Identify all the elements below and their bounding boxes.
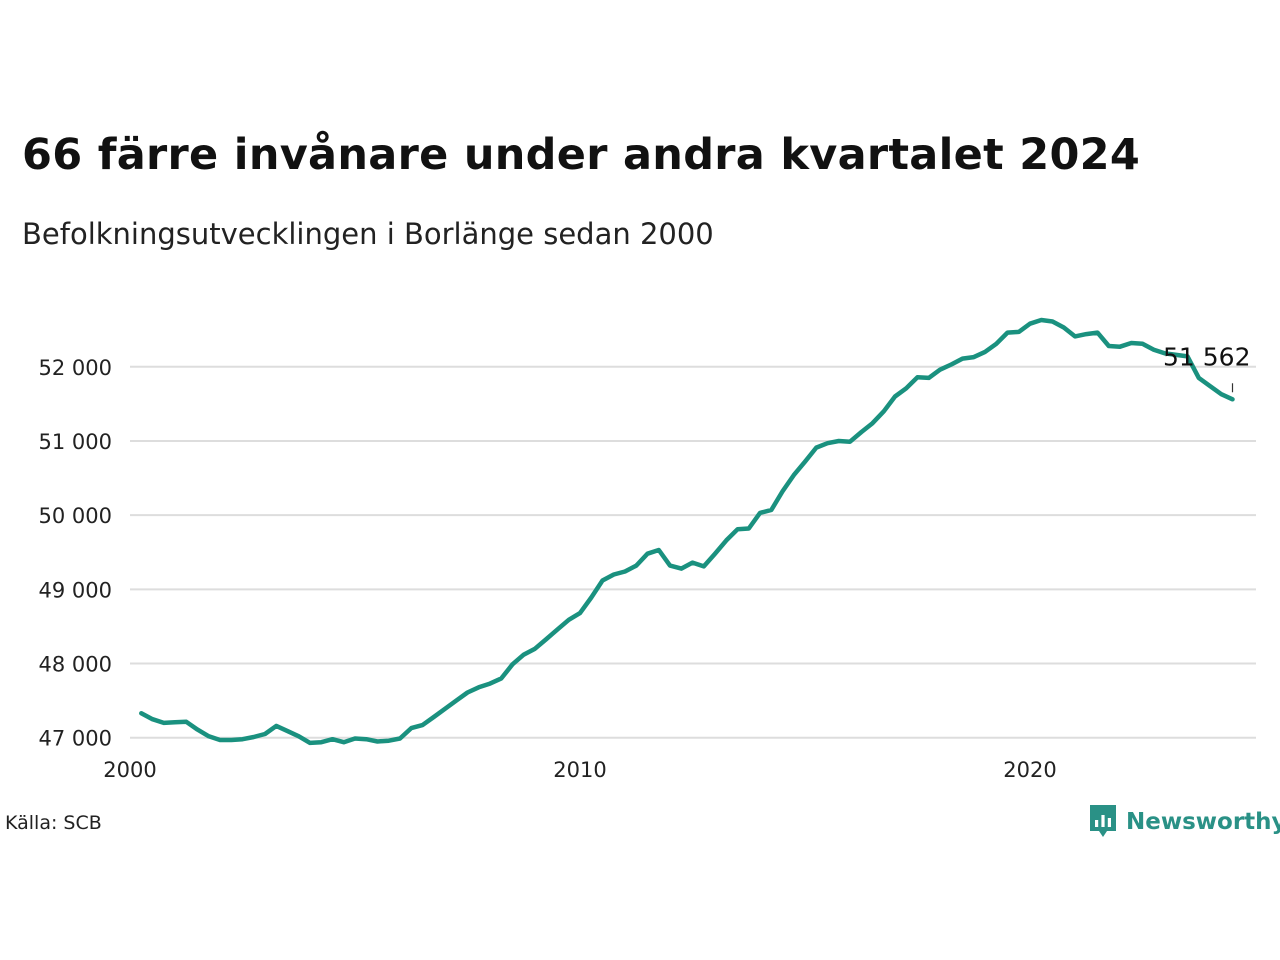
y-tick-label: 47 000 (39, 727, 112, 751)
x-tick-label: 2010 (553, 758, 606, 782)
brand-name: Newsworthy (1126, 809, 1280, 835)
x-tick-label: 2020 (1003, 758, 1056, 782)
population-line (139, 317, 1235, 746)
x-tick-label: 2000 (103, 758, 156, 782)
y-tick-label: 52 000 (39, 356, 112, 380)
newsworthy-chart-bubble-icon (1090, 805, 1116, 837)
grid-lines (130, 365, 1256, 739)
source-label: Källa: SCB (5, 812, 102, 834)
y-tick-label: 51 000 (39, 430, 112, 454)
end-value-label: 51 562 (1163, 342, 1250, 371)
y-tick-label: 49 000 (39, 578, 112, 602)
y-tick-label: 48 000 (39, 653, 112, 677)
brand: Newsworthy (1088, 803, 1280, 841)
chart-subtitle: Befolkningsutvecklingen i Borlänge sedan… (22, 217, 714, 251)
x-axis-tick-labels: 2000 2010 2020 (103, 758, 1056, 782)
chart-title: 66 färre invånare under andra kvartalet … (22, 130, 1141, 180)
y-tick-label: 50 000 (39, 504, 112, 528)
y-axis-tick-labels: 47 000 48 000 49 000 50 000 51 000 52 000 (39, 356, 112, 751)
